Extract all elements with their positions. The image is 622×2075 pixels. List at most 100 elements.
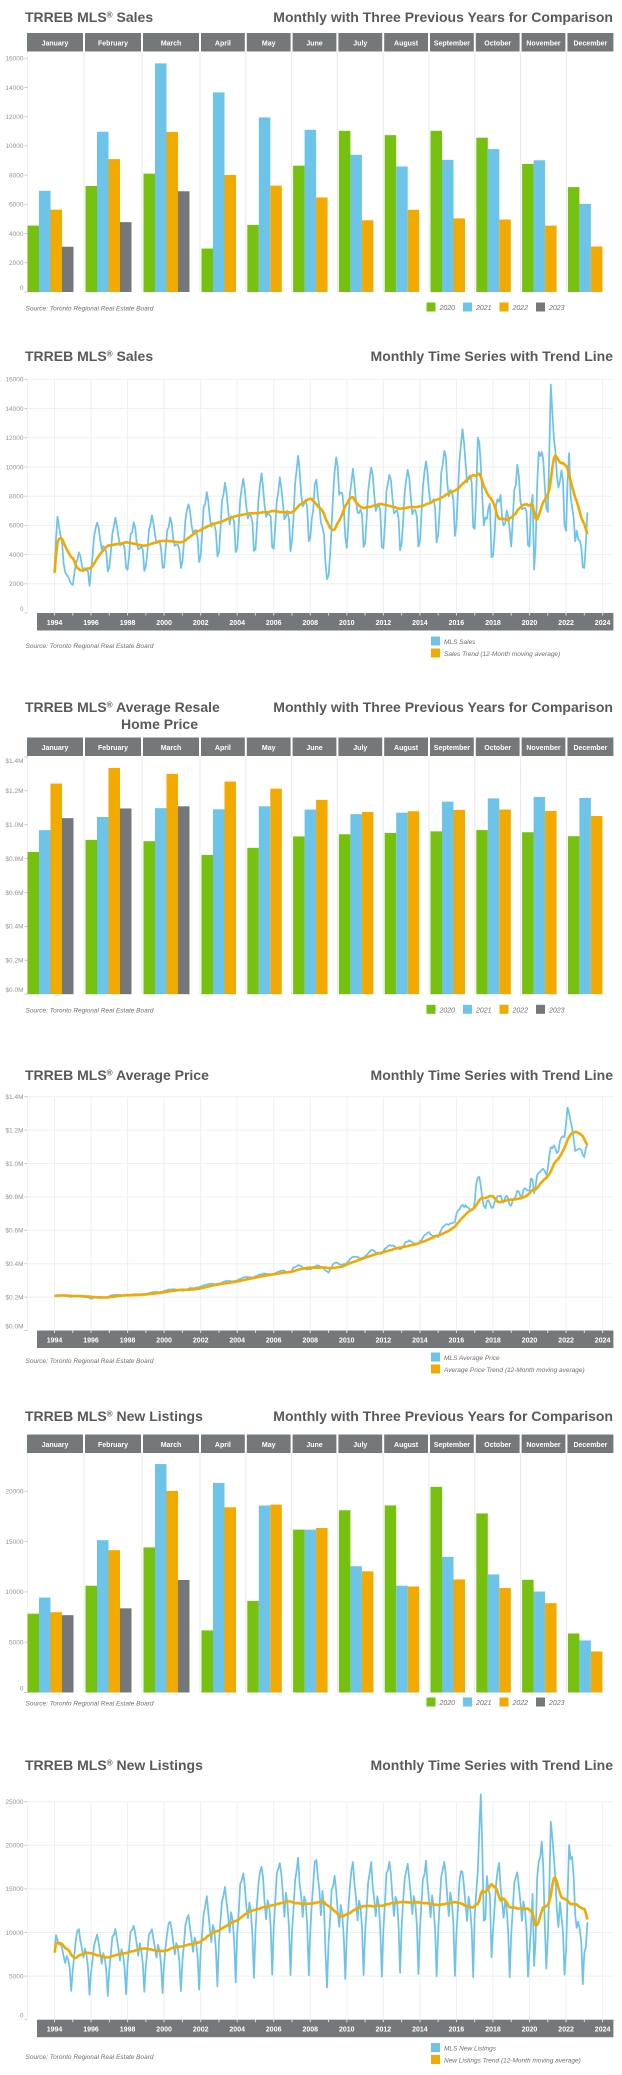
svg-text:2020: 2020 [439, 1007, 456, 1014]
svg-text:2022: 2022 [558, 620, 574, 627]
svg-text:1998: 1998 [120, 620, 136, 627]
svg-text:8000: 8000 [9, 172, 24, 179]
svg-text:20000: 20000 [5, 1489, 23, 1496]
svg-text:2024: 2024 [595, 620, 611, 627]
svg-text:15000: 15000 [5, 1539, 23, 1546]
svg-text:Source: Toronto Regional Real: Source: Toronto Regional Real Estate Boa… [26, 643, 154, 650]
svg-text:6000: 6000 [9, 202, 24, 209]
svg-text:2022: 2022 [512, 1007, 529, 1014]
svg-text:October: October [484, 745, 511, 752]
svg-text:2006: 2006 [266, 1338, 282, 1345]
svg-text:2022: 2022 [558, 2027, 574, 2034]
svg-text:14000: 14000 [5, 406, 23, 413]
svg-text:Source: Toronto Regional Real: Source: Toronto Regional Real Estate Boa… [26, 1358, 154, 1365]
svg-text:August: August [394, 745, 419, 752]
svg-text:Monthly Time Series with Trend: Monthly Time Series with Trend Line [371, 348, 614, 364]
svg-text:Monthly Time Series with Trend: Monthly Time Series with Trend Line [371, 1067, 614, 1083]
svg-text:November: November [526, 745, 561, 752]
svg-text:1996: 1996 [83, 620, 99, 627]
svg-text:2006: 2006 [266, 620, 282, 627]
svg-text:2010: 2010 [339, 1338, 355, 1345]
svg-text:July: July [353, 1442, 367, 1449]
svg-text:2024: 2024 [595, 2027, 611, 2034]
svg-text:June: June [306, 745, 322, 752]
svg-text:TRREB MLS® New Listings: TRREB MLS® New Listings [25, 1408, 203, 1424]
svg-text:December: December [573, 40, 607, 47]
svg-text:10000: 10000 [5, 1930, 23, 1937]
svg-text:10000: 10000 [5, 464, 23, 471]
svg-text:2021: 2021 [475, 305, 492, 312]
svg-text:2020: 2020 [522, 1338, 538, 1345]
svg-text:$1.0M: $1.0M [5, 1161, 23, 1168]
svg-text:2023: 2023 [548, 305, 565, 312]
svg-text:Source: Toronto Regional Real: Source: Toronto Regional Real Estate Boa… [26, 1701, 154, 1708]
svg-text:20000: 20000 [5, 1843, 23, 1850]
svg-text:4000: 4000 [9, 231, 24, 238]
svg-text:2020: 2020 [522, 620, 538, 627]
svg-text:$0.0M: $0.0M [5, 987, 23, 994]
svg-text:1994: 1994 [47, 620, 63, 627]
svg-text:2022: 2022 [558, 1338, 574, 1345]
svg-text:January: January [42, 745, 69, 752]
svg-text:2012: 2012 [376, 2027, 392, 2034]
svg-text:2016: 2016 [449, 1338, 465, 1345]
svg-text:12000: 12000 [5, 435, 23, 442]
svg-text:March: March [161, 40, 182, 47]
svg-text:May: May [262, 745, 276, 752]
svg-text:$0.4M: $0.4M [5, 1261, 23, 1268]
svg-text:2018: 2018 [485, 1338, 501, 1345]
svg-text:2023: 2023 [548, 1007, 565, 1014]
svg-text:June: June [306, 40, 322, 47]
svg-text:$1.4M: $1.4M [5, 758, 23, 765]
svg-text:May: May [262, 1442, 276, 1449]
svg-text:5000: 5000 [9, 1973, 24, 1980]
svg-text:6000: 6000 [9, 523, 24, 530]
svg-text:8000: 8000 [9, 494, 24, 501]
svg-text:TRREB MLS® Average Price: TRREB MLS® Average Price [25, 1067, 209, 1083]
svg-text:$0.0M: $0.0M [5, 1323, 23, 1330]
svg-text:$0.4M: $0.4M [5, 924, 23, 931]
svg-text:June: June [306, 1442, 322, 1449]
svg-text:16000: 16000 [5, 377, 23, 384]
svg-text:July: July [353, 40, 367, 47]
svg-text:2016: 2016 [449, 2027, 465, 2034]
svg-text:September: September [434, 1442, 470, 1449]
svg-text:TRREB MLS® Sales: TRREB MLS® Sales [25, 9, 153, 25]
svg-text:2012: 2012 [376, 1338, 392, 1345]
svg-text:August: August [394, 40, 419, 47]
svg-text:0: 0 [20, 285, 24, 292]
svg-text:February: February [98, 40, 128, 47]
svg-text:$1.4M: $1.4M [5, 1094, 23, 1101]
svg-text:MLS Average Price: MLS Average Price [444, 1355, 500, 1362]
svg-text:Source: Toronto Regional Real: Source: Toronto Regional Real Estate Boa… [26, 2054, 154, 2061]
svg-text:2000: 2000 [9, 260, 24, 267]
svg-text:2022: 2022 [512, 305, 529, 312]
svg-text:January: January [42, 40, 69, 47]
svg-text:April: April [215, 40, 231, 47]
svg-text:TRREB MLS® Average Resale: TRREB MLS® Average Resale [25, 699, 220, 715]
svg-text:Source: Toronto Regional Real: Source: Toronto Regional Real Estate Boa… [26, 1008, 154, 1015]
svg-text:April: April [215, 745, 231, 752]
svg-text:2020: 2020 [439, 305, 456, 312]
svg-text:0: 0 [20, 1685, 24, 1692]
svg-text:Sales Trend (12-Month moving a: Sales Trend (12-Month moving average) [444, 651, 560, 658]
svg-text:$0.8M: $0.8M [5, 856, 23, 863]
svg-text:2014: 2014 [412, 620, 428, 627]
svg-text:15000: 15000 [5, 1886, 23, 1893]
svg-text:2018: 2018 [485, 620, 501, 627]
svg-text:Average Price Trend (12-Month: Average Price Trend (12-Month moving ave… [443, 1367, 585, 1374]
svg-text:2000: 2000 [156, 1338, 172, 1345]
svg-text:4000: 4000 [9, 552, 24, 559]
svg-text:October: October [484, 40, 511, 47]
svg-text:New Listings Trend (12-Month m: New Listings Trend (12-Month moving aver… [444, 2058, 581, 2065]
svg-text:2000: 2000 [9, 581, 24, 588]
svg-text:2021: 2021 [475, 1700, 492, 1707]
svg-text:0: 0 [20, 606, 24, 613]
svg-text:$1.2M: $1.2M [5, 788, 23, 795]
svg-text:$0.8M: $0.8M [5, 1194, 23, 1201]
svg-text:1998: 1998 [120, 1338, 136, 1345]
svg-text:2020: 2020 [522, 2027, 538, 2034]
svg-text:2020: 2020 [439, 1700, 456, 1707]
svg-text:Monthly with Three Previous Ye: Monthly with Three Previous Years for Co… [273, 699, 613, 715]
svg-text:October: October [484, 1442, 511, 1449]
